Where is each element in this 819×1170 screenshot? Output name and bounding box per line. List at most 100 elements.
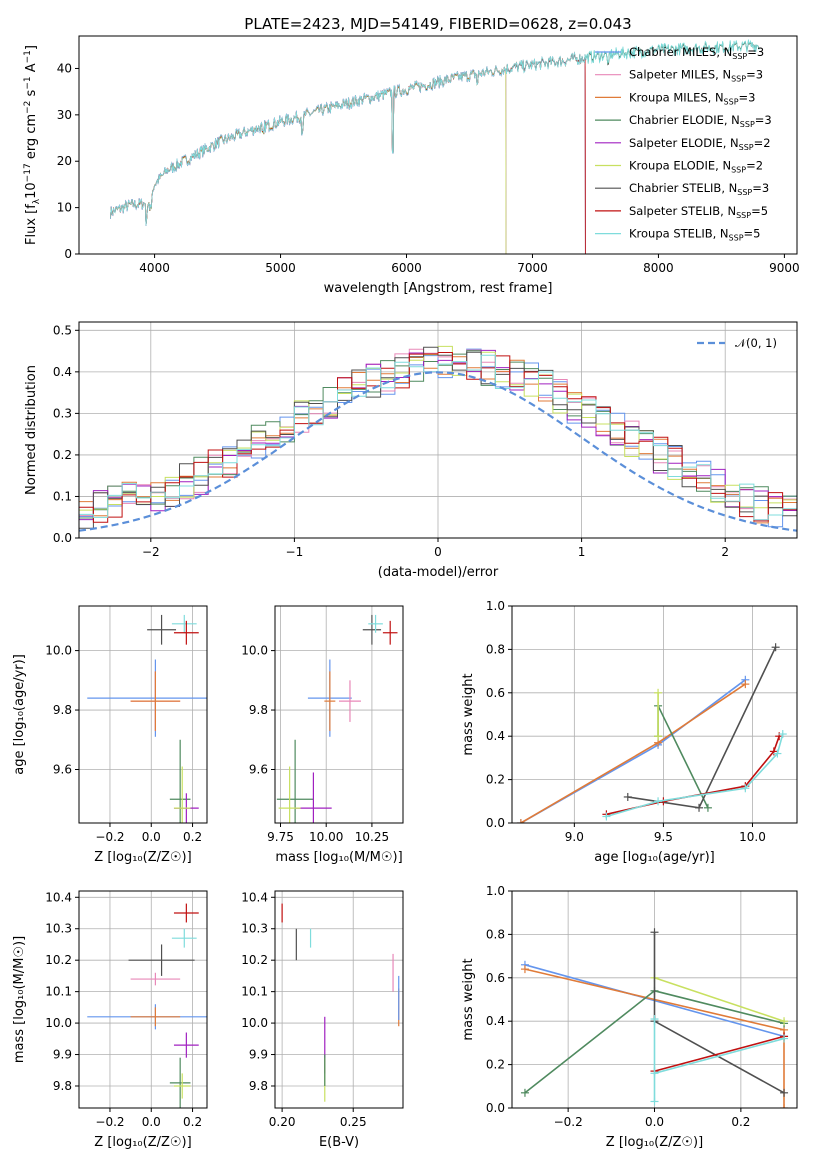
y-tick-label: 0.8 — [486, 927, 505, 941]
y-tick-label: 0 — [64, 247, 72, 261]
legend-label-tail: =3 — [747, 45, 764, 59]
legend-label-sub: SSP — [729, 234, 744, 243]
y-tick-label: 9.9 — [53, 1048, 72, 1062]
y-axis-label: age [log₁₀(age/yr)] — [12, 654, 27, 775]
legend-label-main: Chabrier MILES, N — [629, 45, 732, 59]
y-tick-label: 10.1 — [45, 985, 72, 999]
x-tick-label: 10.25 — [355, 830, 389, 844]
y-axis-label-part: −17 — [23, 163, 33, 182]
legend-label-tail: =2 — [746, 159, 763, 173]
histogram-step — [79, 348, 797, 527]
weight-line — [520, 679, 746, 823]
x-tick-label: −0.2 — [95, 830, 124, 844]
x-tick-label: −2 — [142, 545, 160, 559]
panel-age-vs-Z: −0.2 0.0 0.2 9.6 9.8 10.0 Z [log₁₀(Z/Z☉)] age [… — [12, 605, 208, 865]
legend-label-main: Kroupa ELODIE, N — [629, 159, 731, 173]
panel-spectrum: 4000 5000 6000 7000 8000 9000 0 10 20 30 40 wavelen… — [23, 35, 800, 296]
histogram-step — [79, 349, 797, 536]
y-axis-label-part: ] — [24, 45, 39, 50]
x-tick-label: 0.20 — [269, 1115, 296, 1129]
y-tick-label: 10.2 — [241, 953, 268, 967]
legend-label-main: Salpeter ELODIE, N — [629, 136, 739, 150]
y-axis-label-part: 10 — [24, 182, 39, 199]
figure-title: PLATE=2423, MJD=54149, FIBERID=0628, z=0… — [244, 15, 631, 33]
x-axis-label: Z [log₁₀(Z/Z☉)] — [606, 1135, 703, 1150]
y-axis-label: mass weight — [461, 673, 476, 755]
x-axis-label: age [log₁₀(age/yr)] — [594, 850, 715, 865]
legend-label-main: Kroupa MILES, N — [629, 90, 724, 104]
weight-line — [654, 977, 785, 1022]
legend-label: Chabrier ELODIE, NSSP=3 — [629, 113, 772, 129]
y-axis-label: Flux [fλ10−17 erg cm−2 s−1 A−1] — [23, 45, 42, 245]
panel-age-vs-mass: 9.75 10.00 10.25 9.6 9.8 10.0 mass [log₁₀(M/M☉… — [241, 605, 404, 865]
y-tick-label: 1.0 — [486, 884, 505, 898]
y-tick-label: 10.3 — [45, 922, 72, 936]
spectrum-line — [110, 66, 507, 254]
x-tick-label: 10.00 — [309, 830, 343, 844]
y-tick-label: 10.2 — [45, 953, 72, 967]
legend-label: Kroupa STELIB, NSSP=5 — [629, 227, 760, 243]
histogram-step — [79, 354, 797, 521]
x-axis-label: mass [log₁₀(M/M☉)] — [275, 850, 402, 865]
y-tick-label: 10.0 — [45, 1016, 72, 1030]
y-tick-label: 0.6 — [486, 971, 505, 985]
axes-frame — [274, 605, 404, 824]
y-tick-label: 10.4 — [45, 890, 72, 904]
y-tick-label: 10 — [57, 201, 72, 215]
x-tick-label: 0.0 — [645, 1115, 664, 1129]
axes-frame — [511, 890, 798, 1109]
y-tick-label: 10.1 — [241, 985, 268, 999]
legend-label-main: Kroupa STELIB, N — [629, 227, 729, 241]
weight-line — [627, 646, 777, 809]
spectrum-line — [110, 65, 507, 254]
histogram-step — [79, 352, 797, 523]
histogram-step — [79, 350, 797, 531]
x-tick-label: 9.0 — [565, 830, 584, 844]
spectrum-line — [110, 52, 586, 254]
x-tick-label: 2 — [721, 545, 729, 559]
legend-label: 𝒩(0, 1) — [735, 336, 777, 350]
y-axis-label-part: −1 — [23, 76, 33, 89]
legend-label-main: Chabrier STELIB, N — [629, 181, 737, 195]
x-axis-label: (data-model)/error — [378, 565, 499, 580]
axes-frame — [78, 605, 208, 824]
legend-label-main: Salpeter STELIB, N — [629, 204, 736, 218]
legend-label: Chabrier MILES, NSSP=3 — [629, 45, 764, 61]
histogram-step — [79, 346, 797, 537]
y-axis-label-part: s — [24, 89, 39, 100]
x-tick-label: 0.2 — [183, 1115, 202, 1129]
y-tick-label: 9.8 — [249, 1079, 268, 1093]
y-tick-label: 1.0 — [486, 599, 505, 613]
x-tick-label: 4000 — [139, 261, 170, 275]
legend-label-sub: SSP — [724, 97, 739, 106]
y-tick-label: 0.1 — [53, 489, 72, 503]
y-tick-label: 0.4 — [486, 729, 505, 743]
y-tick-label: 0.8 — [486, 642, 505, 656]
axes-frame — [78, 890, 208, 1109]
x-tick-label: 6000 — [391, 261, 422, 275]
legend-label: Chabrier STELIB, NSSP=3 — [629, 181, 769, 197]
legend-label-tail: =3 — [752, 181, 769, 195]
y-tick-label: 9.9 — [249, 1048, 268, 1062]
weight-line — [606, 733, 784, 818]
y-tick-label: 9.8 — [249, 703, 268, 717]
y-tick-label: 0.2 — [53, 448, 72, 462]
panel-residuals: −2 −1 0 1 2 0.0 0.1 0.2 0.3 0.4 0.5 𝒩(0, 1) (data-mo… — [24, 321, 798, 580]
x-tick-label: 8000 — [643, 261, 674, 275]
x-tick-label: 7000 — [517, 261, 548, 275]
y-tick-label: 0.4 — [53, 365, 72, 379]
panel-mass-vs-Z: −0.2 0.0 0.2 9.8 9.9 10.0 10.1 10.2 10.3 10.4 Z [l… — [12, 890, 208, 1150]
legend-label-tail: =2 — [754, 136, 771, 150]
legend-label-tail: =5 — [744, 227, 761, 241]
y-tick-label: 30 — [57, 108, 72, 122]
x-axis-label: Z [log₁₀(Z/Z☉)] — [94, 1135, 191, 1150]
legend-label-main: Chabrier ELODIE, N — [629, 113, 740, 127]
x-tick-label: −0.2 — [95, 1115, 124, 1129]
x-axis-label: Z [log₁₀(Z/Z☉)] — [94, 850, 191, 865]
legend-label-tail: =3 — [746, 68, 763, 82]
legend-label-main: Salpeter MILES, N — [629, 68, 731, 82]
y-tick-label: 10.0 — [241, 644, 268, 658]
y-tick-label: 9.6 — [249, 762, 268, 776]
y-axis-label: mass weight — [461, 958, 476, 1040]
